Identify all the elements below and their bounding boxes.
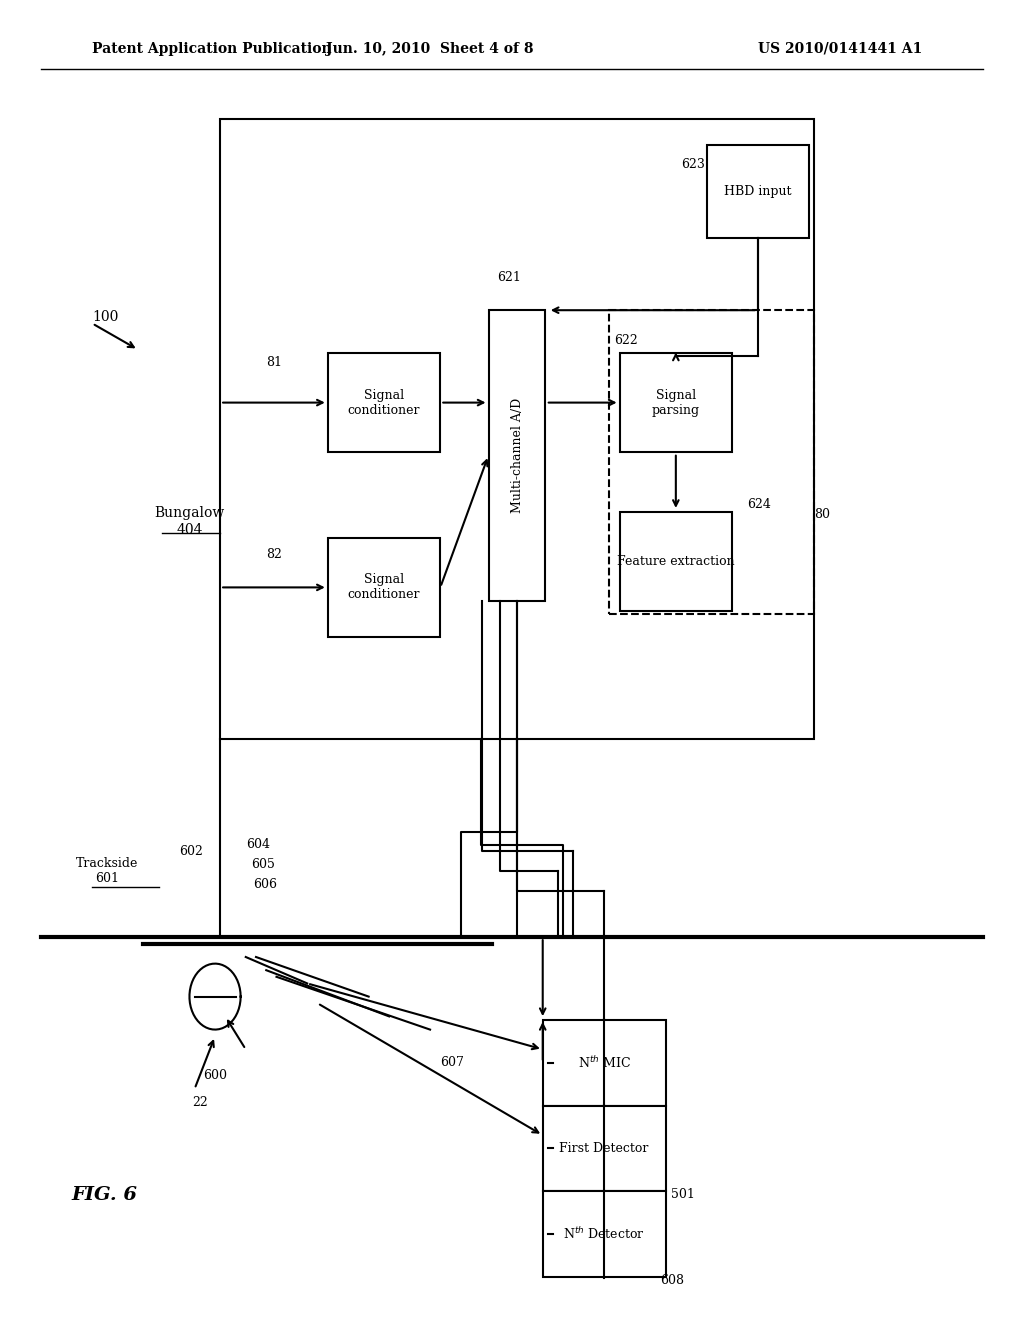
Text: Feature extraction: Feature extraction (617, 554, 734, 568)
Text: Bungalow
404: Bungalow 404 (155, 507, 224, 536)
Text: 22: 22 (191, 1096, 208, 1109)
Text: 605: 605 (251, 858, 274, 871)
Text: Signal
conditioner: Signal conditioner (348, 388, 420, 417)
FancyBboxPatch shape (543, 1019, 666, 1106)
Text: 602: 602 (179, 845, 203, 858)
Text: US 2010/0141441 A1: US 2010/0141441 A1 (758, 42, 922, 55)
FancyBboxPatch shape (543, 1191, 666, 1278)
Text: 501: 501 (671, 1188, 694, 1201)
Text: 81: 81 (266, 356, 283, 370)
Text: Multi-channel A/D: Multi-channel A/D (511, 397, 523, 513)
FancyBboxPatch shape (707, 145, 809, 238)
FancyBboxPatch shape (328, 539, 440, 636)
Text: 608: 608 (660, 1274, 684, 1287)
Text: Signal
conditioner: Signal conditioner (348, 573, 420, 602)
Text: 80: 80 (814, 508, 830, 521)
Text: 607: 607 (440, 1056, 464, 1069)
Text: 624: 624 (748, 498, 771, 511)
Text: HBD input: HBD input (724, 185, 792, 198)
Text: 622: 622 (614, 334, 638, 347)
Text: 604: 604 (246, 838, 269, 851)
Text: 600: 600 (203, 1069, 227, 1082)
Text: Signal
parsing: Signal parsing (652, 388, 699, 417)
Text: 623: 623 (681, 158, 705, 172)
Text: Jun. 10, 2010  Sheet 4 of 8: Jun. 10, 2010 Sheet 4 of 8 (327, 42, 534, 55)
Text: First Detector: First Detector (559, 1142, 649, 1155)
Text: 606: 606 (253, 878, 276, 891)
FancyBboxPatch shape (328, 354, 440, 451)
Text: 621: 621 (497, 271, 520, 284)
Text: 100: 100 (92, 310, 119, 323)
Text: Patent Application Publication: Patent Application Publication (92, 42, 332, 55)
FancyBboxPatch shape (620, 512, 732, 610)
Text: FIG. 6: FIG. 6 (72, 1185, 137, 1204)
FancyBboxPatch shape (620, 354, 732, 451)
FancyBboxPatch shape (489, 310, 545, 601)
Text: 82: 82 (266, 548, 283, 561)
Text: Trackside
601: Trackside 601 (77, 857, 138, 886)
Text: N$^{th}$ Detector: N$^{th}$ Detector (563, 1226, 645, 1242)
Text: N$^{th}$ MIC: N$^{th}$ MIC (578, 1055, 631, 1071)
FancyBboxPatch shape (543, 1106, 666, 1191)
